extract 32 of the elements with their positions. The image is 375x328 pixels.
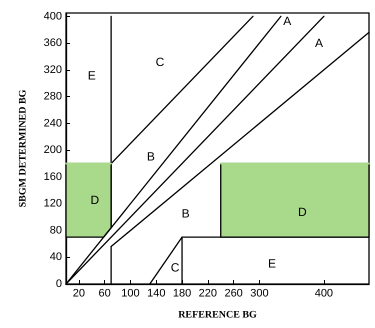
x-tick-label: 260	[224, 288, 243, 300]
y-tick-label: 80	[50, 224, 62, 236]
x-tick-label: 180	[172, 288, 192, 300]
x-axis-title: REFERENCE BG	[178, 310, 258, 320]
x-tick-label: 220	[198, 288, 218, 300]
annotation: A	[283, 14, 292, 28]
annotation: B	[182, 206, 190, 221]
y-tick-label: 320	[44, 64, 62, 76]
x-tick-label: 300	[250, 288, 269, 300]
y-tick-label: 400	[44, 10, 62, 22]
y-tick-label: 360	[44, 37, 62, 50]
annotation: D	[298, 205, 308, 220]
y-tick-label: 240	[44, 117, 62, 130]
annotation: D	[90, 192, 100, 207]
x-tick-label: 20	[72, 288, 86, 300]
y-tick-label: 280	[44, 90, 62, 103]
y-tick-label: 120	[44, 198, 62, 210]
y-tick-label: 200	[44, 144, 62, 156]
y-axis-title: SBGM DETERMINED BG	[18, 89, 28, 208]
y-tick-label: 40	[50, 251, 62, 264]
annotation: C	[170, 260, 180, 275]
annotation: E	[268, 256, 276, 271]
x-tick-label: 100	[121, 288, 140, 300]
x-tick-label: 140	[147, 288, 166, 300]
annotation: B	[146, 150, 155, 164]
annotation: A	[314, 36, 324, 50]
y-tick-label: 160	[44, 170, 62, 183]
annotation: C	[156, 54, 165, 69]
x-tick-label: 400	[314, 288, 334, 300]
y-tick-label: 0	[56, 278, 62, 290]
annotation: E	[88, 68, 96, 82]
x-tick-label: 60	[98, 288, 111, 300]
